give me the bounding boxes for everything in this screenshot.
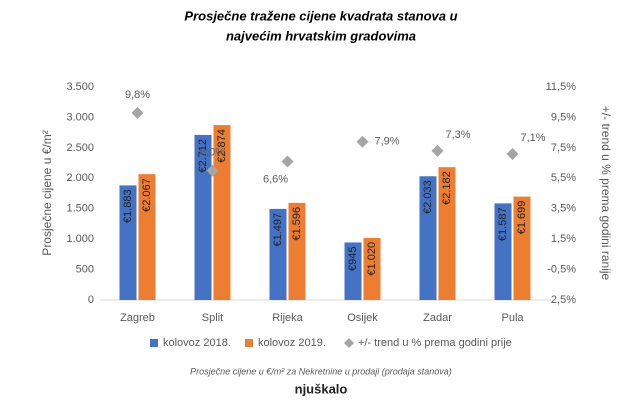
- y-tick-label: 1.000: [66, 233, 94, 245]
- bar: [213, 125, 231, 300]
- x-tick-label: Rijeka: [272, 312, 303, 324]
- legend-swatch: [245, 339, 253, 347]
- bar: [438, 167, 456, 300]
- footnote: Prosječne cijene u €/m² za Nekretnine u …: [190, 366, 452, 376]
- legend-label: kolovoz 2018.: [163, 337, 231, 349]
- bar-value-label: €945: [347, 246, 359, 270]
- trend-value-label: 7,3%: [446, 129, 471, 141]
- bar-value-label: €2.182: [441, 171, 453, 205]
- y2-axis-label: +/- trend u % prema godini ranije: [599, 106, 613, 281]
- brand-logo: njuškalo: [295, 381, 348, 396]
- bar: [288, 202, 306, 300]
- y-tick-label: 3.000: [66, 111, 94, 123]
- bar-value-label: €2.067: [141, 178, 153, 212]
- bar: [138, 174, 156, 300]
- y-axis-label: Prosječne cijene u €/m²: [40, 130, 54, 255]
- y-tick-label: 2.000: [66, 172, 94, 184]
- x-tick-label: Zagreb: [120, 312, 155, 324]
- trend-value-label: 6,6%: [263, 173, 288, 185]
- trend-marker: [431, 144, 444, 157]
- trend-marker: [206, 164, 219, 177]
- bar-value-label: €1.596: [291, 207, 303, 241]
- y-tick-label: 500: [76, 263, 94, 275]
- bar-value-label: €2.033: [422, 180, 434, 214]
- bar: [344, 242, 362, 300]
- bar: [513, 196, 531, 300]
- legend-label: +/- trend u % prema godini prije: [358, 337, 512, 349]
- trend-marker: [281, 155, 294, 168]
- y-tick-label: 3.500: [66, 81, 94, 93]
- y2-tick-label: 11,5%: [546, 81, 577, 93]
- bar-value-label: €1.883: [122, 189, 134, 223]
- trend-value-label: 9,8%: [125, 89, 150, 101]
- bar-value-label: €2.712: [197, 139, 209, 173]
- y2-tick-label: -0,5%: [547, 263, 576, 275]
- bar-value-label: €1.497: [272, 213, 284, 247]
- x-tick-label: Zadar: [423, 312, 452, 324]
- y-tick-label: 1.500: [66, 203, 94, 215]
- y2-tick-label: 3,5%: [551, 203, 576, 215]
- bar-value-label: €1.699: [516, 201, 528, 235]
- y2-tick-label: -2,5%: [547, 294, 576, 306]
- x-tick-label: Osijek: [347, 312, 378, 324]
- y2-tick-label: 1,5%: [551, 233, 576, 245]
- bar: [194, 134, 212, 300]
- bar-value-label: €1.587: [497, 207, 509, 241]
- trend-marker: [356, 135, 369, 148]
- legend-swatch: [150, 339, 158, 347]
- y2-tick-label: 7,5%: [551, 142, 576, 154]
- trend-value-label: 6,0%: [200, 147, 225, 159]
- y2-tick-label: 5,5%: [551, 172, 576, 184]
- legend-swatch: [344, 338, 354, 348]
- bar: [363, 237, 381, 300]
- y-tick-label: 0: [88, 294, 94, 306]
- legend-label: kolovoz 2019.: [258, 337, 326, 349]
- bar-value-label: €1.020: [366, 242, 378, 276]
- bar: [269, 208, 287, 300]
- bar: [419, 176, 437, 300]
- y2-tick-label: 9,5%: [551, 111, 576, 123]
- y-tick-label: 2.500: [66, 142, 94, 154]
- x-tick-label: Pula: [501, 312, 524, 324]
- trend-marker: [131, 106, 144, 119]
- bar: [119, 185, 137, 300]
- x-tick-label: Split: [202, 312, 223, 324]
- trend-value-label: 7,1%: [521, 132, 546, 144]
- bar: [494, 203, 512, 300]
- chart-title: najvećim hrvatskim gradovima: [226, 28, 416, 43]
- chart-title: Prosječne tražene cijene kvadrata stanov…: [184, 8, 457, 23]
- trend-value-label: 7,9%: [375, 136, 400, 148]
- bar-value-label: €2.874: [216, 129, 228, 163]
- trend-marker: [506, 147, 519, 160]
